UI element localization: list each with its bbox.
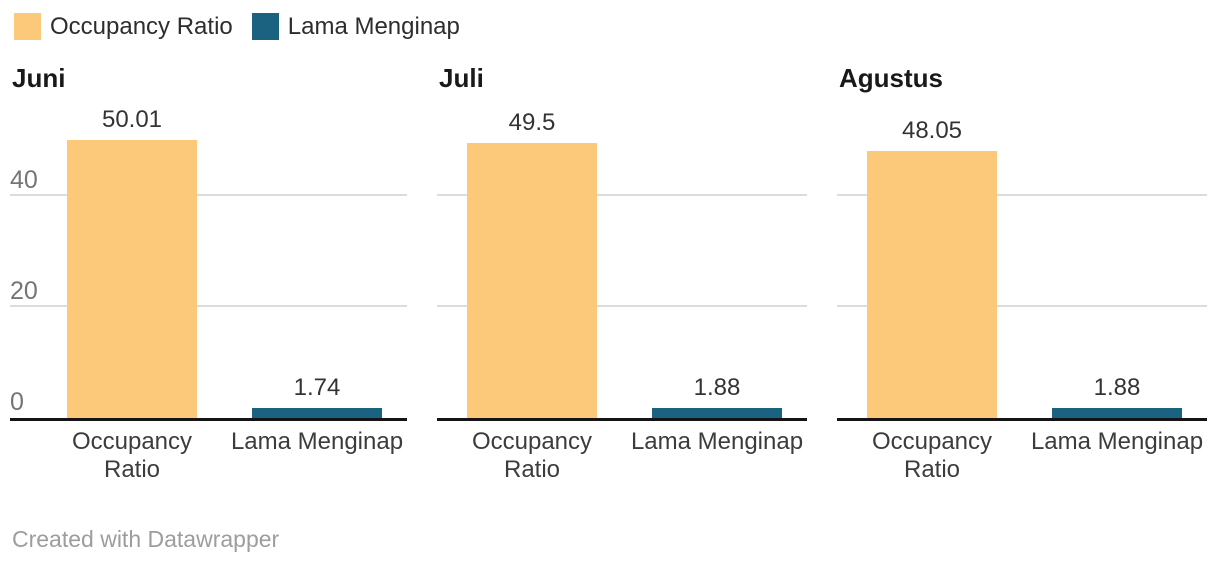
y-gridline-40 bbox=[437, 194, 807, 196]
x-axis-labels: Occupancy Ratio Lama Menginap bbox=[37, 428, 407, 490]
panel-title: Agustus bbox=[839, 63, 943, 93]
y-gridline-20 bbox=[437, 305, 807, 307]
x-axis-baseline bbox=[10, 418, 407, 421]
x-axis-baseline bbox=[437, 418, 807, 421]
legend-swatch-lama-menginap bbox=[251, 13, 279, 40]
panel-juni: Juni 0 20 40 50.01 1.74 Occupancy Ratio … bbox=[10, 64, 407, 490]
value-label-lama-menginap: 1.88 bbox=[1093, 373, 1141, 401]
value-label-lama-menginap: 1.74 bbox=[293, 374, 341, 402]
category-label-occupancy-ratio: Occupancy Ratio bbox=[471, 428, 593, 483]
legend-label-occupancy-ratio: Occupancy Ratio bbox=[50, 13, 233, 40]
bar-lama-menginap bbox=[652, 407, 782, 418]
y-gridline-20 bbox=[837, 305, 1207, 307]
legend: Occupancy Ratio Lama Menginap bbox=[14, 13, 460, 40]
panel-title: Juni bbox=[12, 63, 66, 93]
category-label-occupancy-ratio: Occupancy Ratio bbox=[71, 428, 193, 483]
legend-label-lama-menginap: Lama Menginap bbox=[287, 13, 460, 40]
plot-area: 48.05 1.88 bbox=[837, 118, 1207, 421]
value-label-lama-menginap: 1.88 bbox=[693, 373, 741, 401]
value-label-occupancy-ratio: 48.05 bbox=[901, 117, 963, 145]
y-gridline-40 bbox=[837, 194, 1207, 196]
panels-row: Juni 0 20 40 50.01 1.74 Occupancy Ratio … bbox=[10, 64, 1207, 490]
value-label-occupancy-ratio: 49.5 bbox=[508, 109, 556, 137]
category-label-lama-menginap: Lama Menginap bbox=[1030, 428, 1204, 455]
bar-lama-menginap bbox=[252, 408, 382, 418]
y-gridline-20 bbox=[10, 305, 407, 307]
legend-swatch-occupancy-ratio bbox=[14, 13, 41, 40]
bar-occupancy-ratio bbox=[467, 143, 597, 418]
y-gridline-40 bbox=[10, 194, 407, 196]
datawrapper-attribution-link[interactable]: Created with Datawrapper bbox=[12, 526, 280, 552]
bar-occupancy-ratio bbox=[867, 151, 997, 418]
x-axis-labels: Occupancy Ratio Lama Menginap bbox=[837, 428, 1207, 490]
category-label-occupancy-ratio: Occupancy Ratio bbox=[871, 428, 993, 483]
x-axis-labels: Occupancy Ratio Lama Menginap bbox=[437, 428, 807, 490]
legend-item-lama-menginap: Lama Menginap bbox=[251, 13, 460, 40]
legend-item-occupancy-ratio: Occupancy Ratio bbox=[14, 13, 233, 40]
bar-lama-menginap bbox=[1052, 407, 1182, 418]
panel-juli: Juli 49.5 1.88 Occupancy Ratio Lama Meng… bbox=[437, 64, 807, 490]
y-tick-label-40: 40 bbox=[10, 166, 38, 194]
panel-agustus: Agustus 48.05 1.88 Occupancy Ratio Lama … bbox=[837, 64, 1207, 490]
y-tick-label-20: 20 bbox=[10, 277, 38, 305]
x-axis-baseline bbox=[837, 418, 1207, 421]
category-label-lama-menginap: Lama Menginap bbox=[630, 428, 804, 455]
plot-area: 0 20 40 50.01 1.74 bbox=[10, 107, 407, 421]
panel-title: Juli bbox=[439, 63, 484, 93]
plot-area: 49.5 1.88 bbox=[437, 110, 807, 421]
value-label-occupancy-ratio: 50.01 bbox=[101, 106, 163, 134]
category-label-lama-menginap: Lama Menginap bbox=[230, 428, 404, 455]
bar-occupancy-ratio bbox=[67, 140, 197, 418]
y-tick-label-0: 0 bbox=[10, 388, 24, 416]
